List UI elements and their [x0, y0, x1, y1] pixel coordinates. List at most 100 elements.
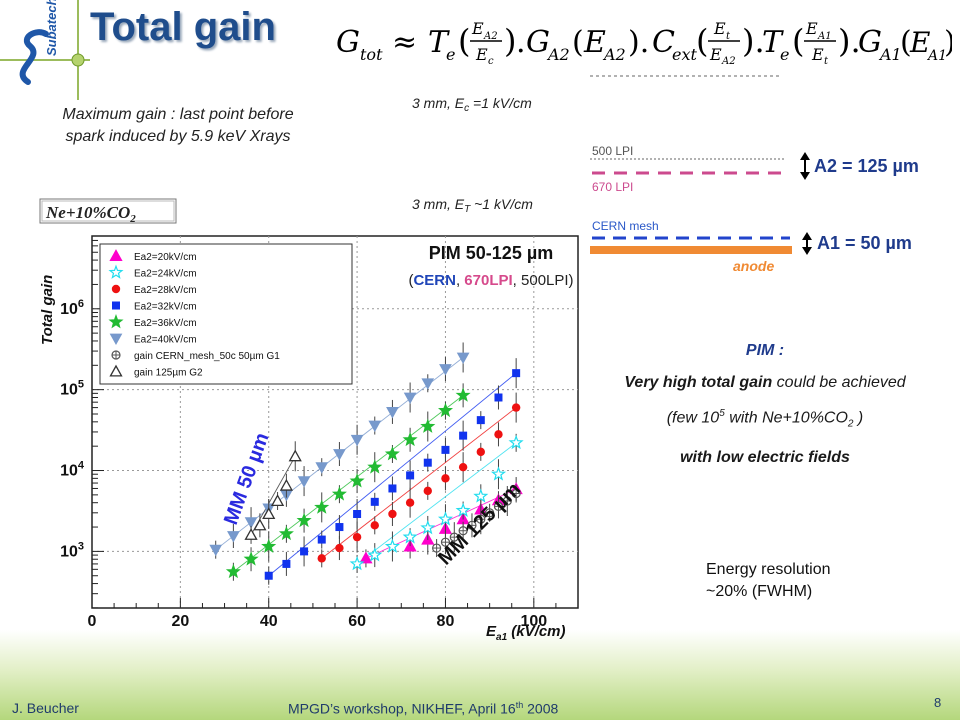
- data-point-series-5: [209, 544, 223, 557]
- data-point-series-3: [441, 445, 450, 454]
- data-point-series-5: [244, 517, 258, 529]
- data-point-series-3: [282, 559, 291, 568]
- data-point-series-3: [406, 471, 415, 480]
- svg-text:(: (: [900, 25, 912, 60]
- svg-text:A2: A2: [721, 56, 736, 67]
- data-point-series-4: [314, 499, 330, 514]
- fit-line-series-2: [321, 407, 517, 559]
- detector-schema: 3 mm, Ec =1 kV/cm 500 LPI 670 LPI 3 mm, …: [412, 75, 919, 274]
- svg-text:E: E: [583, 25, 606, 60]
- svg-text:tot: tot: [360, 45, 383, 64]
- data-point-series-4: [349, 473, 365, 488]
- data-point-series-7: [262, 507, 276, 520]
- cern-mesh-label: CERN mesh: [592, 219, 659, 233]
- data-point-series-3: [459, 431, 468, 440]
- data-point-series-1: [402, 529, 418, 544]
- data-point-series-1: [508, 434, 524, 450]
- svg-text:A2: A2: [483, 31, 498, 42]
- pim-summary-line1: Very high total gain could be achieved: [624, 374, 906, 391]
- data-point-series-4: [278, 525, 294, 541]
- data-point-series-3: [300, 547, 309, 556]
- mesh-670-label: 670 LPI: [592, 180, 633, 194]
- svg-text:).: ).: [742, 22, 765, 60]
- data-point-series-2: [405, 498, 415, 507]
- data-point-series-2: [335, 543, 344, 553]
- data-point-series-5: [386, 407, 399, 419]
- svg-text:E: E: [709, 45, 722, 64]
- svg-text:E: E: [713, 19, 726, 38]
- legend-label: Ea2=40kV/cm: [134, 335, 197, 346]
- data-point-series-5: [439, 364, 452, 376]
- svg-text:(: (: [696, 22, 708, 60]
- svg-text:): ): [504, 22, 516, 60]
- data-point-series-1: [384, 538, 400, 553]
- pim-summary-heading: PIM :: [745, 342, 785, 359]
- svg-text:T: T: [428, 25, 450, 60]
- footer-workshop: MPGD’s workshop, NIKHEF, April 16th 2008: [288, 700, 559, 717]
- data-point-series-3: [423, 458, 432, 467]
- svg-text:(: (: [792, 22, 804, 60]
- data-point-series-1: [367, 547, 383, 562]
- fit-line-series-3: [268, 372, 517, 577]
- legend-label: Ea2=28kV/cm: [134, 285, 197, 296]
- data-point-series-2: [476, 447, 485, 457]
- data-point-series-2: [511, 403, 521, 412]
- data-point-series-4: [420, 418, 436, 433]
- data-point-series-4: [331, 486, 347, 501]
- svg-text:E: E: [909, 26, 930, 59]
- svg-text:E: E: [471, 19, 484, 38]
- svg-text:E: E: [475, 45, 488, 64]
- chart-title: Ne+10%CO2: [45, 203, 136, 225]
- legend-marker: [109, 364, 123, 377]
- svg-text:A1: A1: [878, 45, 902, 64]
- data-point-series-2: [494, 430, 503, 439]
- svg-text:≈: ≈: [392, 25, 417, 60]
- svg-text:G: G: [336, 25, 360, 60]
- data-point-series-3: [353, 509, 362, 518]
- svg-text:(: (: [458, 22, 470, 60]
- legend-marker: [112, 301, 120, 310]
- x-tick-label: 80: [437, 613, 455, 630]
- data-point-series-5: [421, 378, 435, 390]
- legend-marker: [109, 333, 123, 346]
- drift-gap-label: 3 mm, Ec =1 kV/cm: [412, 95, 532, 114]
- legend-marker: [108, 264, 124, 279]
- svg-text:G: G: [858, 25, 882, 60]
- chart-title-box: [39, 198, 177, 224]
- data-point-series-5: [333, 449, 346, 461]
- svg-text:).: ).: [838, 22, 861, 60]
- data-point-series-2: [370, 521, 379, 530]
- legend-label: Ea2=24kV/cm: [134, 269, 197, 280]
- data-point-series-1: [490, 466, 507, 481]
- svg-text:A2: A2: [546, 45, 570, 64]
- data-point-series-3: [370, 497, 379, 506]
- pim-summary: PIM : Very high total gain could be achi…: [600, 334, 930, 474]
- data-point-series-3: [317, 535, 326, 544]
- x-tick-label: 60: [348, 613, 366, 630]
- svg-text:A2: A2: [602, 45, 626, 64]
- data-point-series-5: [368, 420, 382, 433]
- y-tick-label: 103: [60, 540, 84, 560]
- data-point-series-1: [420, 519, 436, 535]
- a1-label: A1 = 50 µm: [817, 233, 912, 253]
- data-point-series-3: [494, 393, 503, 402]
- data-point-series-4: [402, 431, 418, 447]
- spark-note: Maximum gain : last point before spark i…: [62, 106, 294, 145]
- data-point-series-4: [384, 446, 400, 461]
- footer-author: J. Beucher: [12, 700, 79, 716]
- data-point-series-3: [264, 571, 273, 580]
- data-point-series-2: [352, 532, 362, 542]
- data-point-series-4: [438, 402, 454, 418]
- data-point-series-3: [512, 369, 521, 378]
- x-tick-label: 100: [520, 613, 547, 630]
- data-point-series-5: [297, 476, 311, 488]
- data-point-series-4: [261, 538, 277, 553]
- data-point-series-4: [455, 387, 471, 402]
- data-point-series-7: [279, 478, 294, 491]
- data-point-series-2: [423, 486, 432, 496]
- data-point-series-0: [359, 551, 373, 564]
- y-tick-label: 104: [60, 460, 85, 480]
- pim-summary-line3: with low electric fields: [680, 448, 850, 466]
- data-point-series-4: [367, 459, 383, 474]
- x-tick-label: 40: [260, 613, 278, 630]
